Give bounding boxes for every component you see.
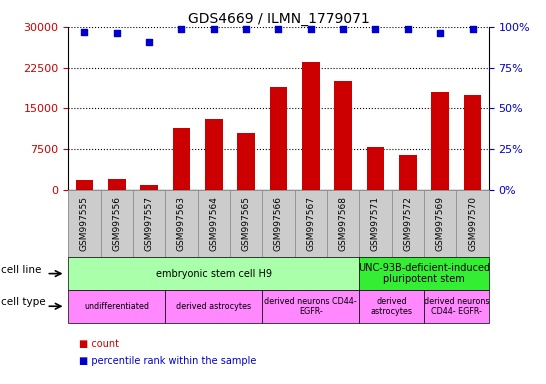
- Text: GSM997570: GSM997570: [468, 196, 477, 251]
- Point: [274, 25, 283, 31]
- Text: GSM997556: GSM997556: [112, 196, 121, 251]
- Point: [436, 30, 444, 36]
- Bar: [270, 87, 287, 190]
- Text: GSM997565: GSM997565: [242, 196, 251, 251]
- Bar: [334, 81, 352, 190]
- Text: GSM997555: GSM997555: [80, 196, 89, 251]
- Text: GSM997563: GSM997563: [177, 196, 186, 251]
- Bar: [302, 62, 320, 190]
- Point: [112, 30, 121, 36]
- Text: GSM997557: GSM997557: [145, 196, 153, 251]
- Point: [80, 29, 89, 35]
- Bar: [140, 185, 158, 190]
- Text: cell line: cell line: [1, 265, 41, 275]
- Text: derived neurons
CD44- EGFR-: derived neurons CD44- EGFR-: [424, 296, 489, 316]
- Point: [242, 25, 251, 31]
- Point: [145, 38, 153, 45]
- Text: GSM997566: GSM997566: [274, 196, 283, 251]
- Text: GSM997571: GSM997571: [371, 196, 380, 251]
- Bar: [399, 155, 417, 190]
- Bar: [108, 179, 126, 190]
- Text: cell type: cell type: [1, 297, 46, 308]
- Point: [468, 25, 477, 31]
- Bar: [464, 95, 482, 190]
- Point: [306, 25, 315, 31]
- Bar: [366, 147, 384, 190]
- Title: GDS4669 / ILMN_1779071: GDS4669 / ILMN_1779071: [188, 12, 369, 26]
- Text: ■ percentile rank within the sample: ■ percentile rank within the sample: [79, 356, 257, 366]
- Text: GSM997568: GSM997568: [339, 196, 348, 251]
- Text: embryonic stem cell H9: embryonic stem cell H9: [156, 268, 272, 279]
- Point: [177, 25, 186, 31]
- Bar: [431, 92, 449, 190]
- Point: [403, 25, 412, 31]
- Text: UNC-93B-deficient-induced
pluripotent stem: UNC-93B-deficient-induced pluripotent st…: [358, 263, 490, 285]
- Point: [210, 25, 218, 31]
- Bar: [205, 119, 223, 190]
- Point: [339, 25, 347, 31]
- Bar: [173, 127, 191, 190]
- Text: derived astrocytes: derived astrocytes: [176, 302, 251, 311]
- Text: derived
astrocytes: derived astrocytes: [371, 296, 413, 316]
- Text: GSM997567: GSM997567: [306, 196, 315, 251]
- Text: ■ count: ■ count: [79, 339, 119, 349]
- Text: GSM997572: GSM997572: [403, 196, 412, 251]
- Bar: [237, 133, 255, 190]
- Point: [371, 25, 380, 31]
- Bar: [75, 180, 93, 190]
- Text: undifferentiated: undifferentiated: [84, 302, 149, 311]
- Text: derived neurons CD44-
EGFR-: derived neurons CD44- EGFR-: [264, 296, 357, 316]
- Text: GSM997569: GSM997569: [436, 196, 444, 251]
- Text: GSM997564: GSM997564: [209, 196, 218, 251]
